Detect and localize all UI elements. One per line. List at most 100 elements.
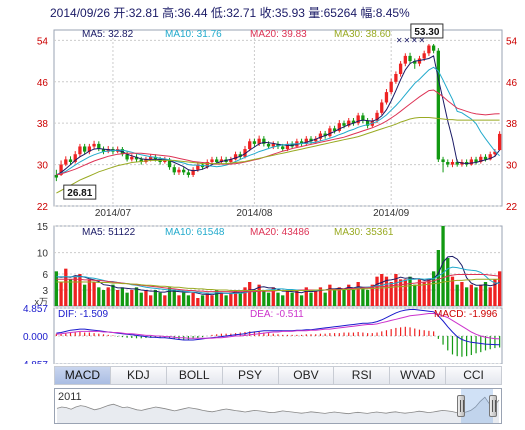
volume-bar [337,287,341,306]
candle-body [422,53,426,59]
candle-body [205,162,209,168]
candle-body [271,143,275,147]
volume-bar [493,279,497,306]
volume-bar [172,290,176,306]
volume-bar [497,271,502,306]
volume-bar [318,287,323,306]
volume-bar [68,279,73,306]
candle-body [139,159,143,162]
volume-bar [215,290,219,306]
volume-bar [196,298,200,306]
volume-bar [125,292,129,306]
indicator-tabs: MACD KDJ BOLL PSY OBV RSI WVAD CCI [54,366,502,385]
volume-bar [356,282,360,306]
volume-bar [361,287,365,306]
price-legend-0: MA5: 32.82 [82,29,134,40]
candle-body [446,162,450,165]
navigator-right-handle[interactable] [489,395,497,417]
tab-kdj[interactable]: KDJ [111,367,167,384]
volume-bar [266,292,271,306]
volume-bar [380,274,384,306]
candle-body [54,174,59,178]
macd-ytick: 0.000 [23,332,48,343]
low-label: 低: [210,6,227,20]
volume-bar [262,290,266,306]
volume-bar [299,295,304,306]
volume-bar [365,290,370,306]
candle-body [342,123,346,126]
volume-bar [186,295,191,306]
candle-body [78,146,82,155]
volume-bar [130,290,134,306]
tab-boll[interactable]: BOLL [167,367,223,384]
tab-psy[interactable]: PSY [223,367,279,384]
candle-body [191,169,195,175]
price-legend-1: MA10: 31.76 [165,29,222,40]
volume-bar [389,282,393,306]
tab-obv[interactable]: OBV [279,367,335,384]
tab-cci[interactable]: CCI [463,368,484,382]
event-marker: ✕ [419,36,426,45]
candle-body [219,159,224,162]
volume-bar [106,287,110,306]
navigator-line [56,396,500,415]
volume-bar [441,226,445,306]
annotation-box [63,184,97,200]
price-ytick-left: 38 [37,119,49,130]
stock-chart[interactable]: 54 54 46 46 38 38 30 30 22 22 2014/07 2014/08 2014/0… [0,0,525,364]
navigator-year: 2011 [58,391,82,403]
range-navigator[interactable]: 2011 [54,388,502,424]
candle-body [172,167,176,173]
candle-body [304,138,308,144]
volume-ma30-line [56,278,500,291]
candle-body [106,149,110,152]
candle-body [210,159,214,162]
macd-ytick: -4.857 [20,360,49,364]
candle-body [229,159,233,162]
macd-ytick: 4.857 [23,304,48,315]
high-label: 高: [162,6,178,20]
volume-bar [295,290,299,306]
volume-value: 65264 [323,6,357,20]
volume-bar [134,287,139,306]
candle-body [351,120,356,124]
volume-legend-2: MA20: 43486 [250,227,310,238]
tab-wvad[interactable]: WVAD [390,367,447,384]
candle-body [356,115,360,124]
candle-body [403,55,407,64]
candle-body [87,146,92,152]
tab-rsi[interactable]: RSI [334,367,391,384]
price-ma20-line [56,89,500,176]
volume-ytick: 3 [42,286,48,297]
close-value: 35.93 [274,6,305,20]
volume-bar [436,250,440,306]
volume-bar [92,282,96,306]
candle-body [488,154,492,160]
macd-legend-2: MACD: -1.996 [434,309,498,320]
candle-body [248,141,252,150]
price-ytick-right: 30 [506,161,518,172]
candle-body [130,156,134,160]
candle-body [361,115,365,121]
volume-ytick: 10 [37,249,49,260]
event-marker: ✕ [411,36,418,45]
navigator-selection[interactable] [461,389,493,423]
volume-bar [469,284,473,306]
volume-bar [120,287,125,306]
change-label: 幅: [360,6,376,20]
volume-bar [474,287,478,306]
volume-bar [403,279,407,306]
price-ma30-line [56,117,500,194]
volume-bar [64,268,68,306]
candle-body [167,159,172,168]
candle-body [408,55,412,62]
candle-body [64,159,68,165]
candle-body [413,61,417,64]
tab-macd[interactable]: MACD [55,367,111,384]
low-value: 32.71 [226,6,257,20]
volume-bar [384,276,389,306]
volume-bar [248,282,252,306]
navigator-left-handle[interactable] [457,395,465,417]
volume-bar [450,276,455,306]
volume-bar [304,287,308,306]
